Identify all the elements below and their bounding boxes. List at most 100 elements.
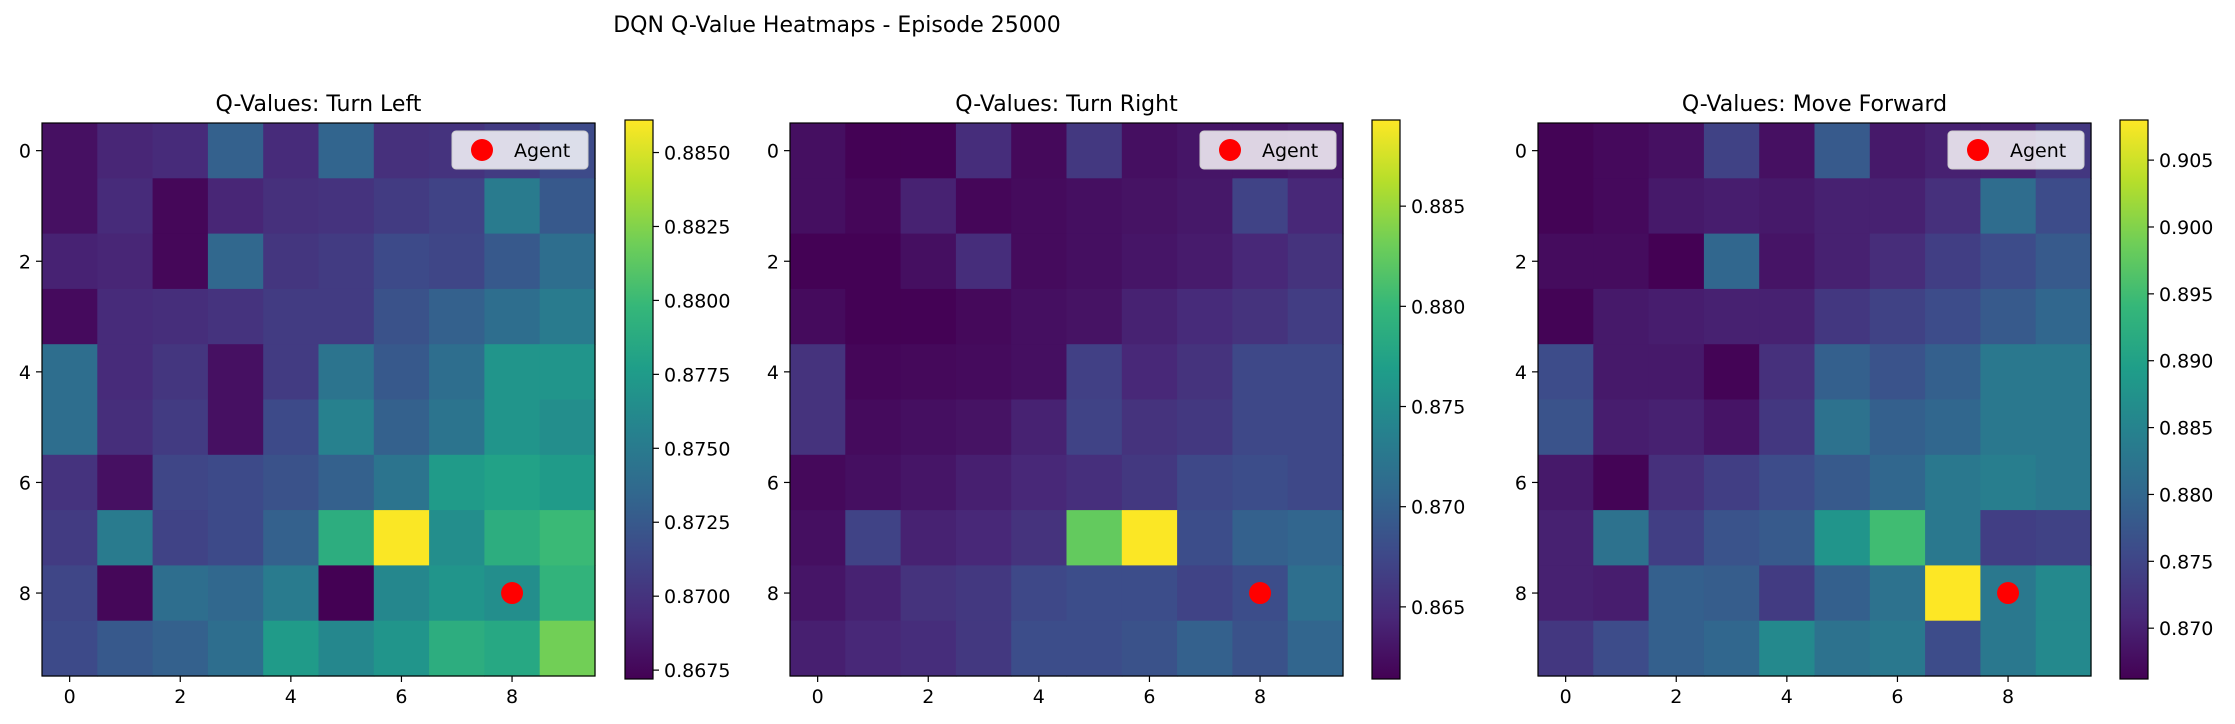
heatmap-cell (1287, 565, 1344, 622)
y-tick-label: 8 (767, 583, 779, 605)
heatmap-cell (1980, 344, 2037, 401)
heatmap-cell (1869, 454, 1926, 511)
heatmap-cell (263, 123, 320, 179)
heatmap-cell (1593, 178, 1650, 235)
heatmap-cell (955, 454, 1012, 511)
heatmap-cell (900, 178, 957, 235)
heatmap-cell (900, 123, 957, 179)
heatmap-cell (1177, 399, 1233, 456)
heatmap-cell (539, 510, 596, 566)
colorbar-tick-label: 0.8750 (664, 438, 730, 460)
panel-title: Q-Values: Turn Left (216, 92, 422, 117)
heatmap-cell (1121, 288, 1178, 345)
heatmap-cell (484, 620, 541, 677)
heatmap-cell (1593, 288, 1650, 345)
colorbar-tick-label: 0.865 (1411, 597, 1465, 619)
heatmap-cell (1925, 510, 1981, 566)
heatmap-cell (97, 510, 154, 566)
heatmap-cell (1232, 288, 1289, 345)
heatmap-cell (97, 178, 154, 235)
heatmap-cell (207, 510, 264, 566)
colorbar-tick-label: 0.8850 (664, 143, 730, 165)
heatmap-cell (1648, 454, 1705, 511)
heatmap-cell (539, 288, 596, 345)
heatmap-cell (152, 620, 209, 677)
x-tick-label: 6 (395, 686, 407, 708)
heatmap-cell (1814, 565, 1871, 622)
x-tick-label: 4 (1781, 686, 1793, 708)
heatmap-cell (900, 454, 957, 511)
heatmap-cell (263, 454, 320, 511)
heatmap-cell (1759, 620, 1816, 677)
heatmap-cell (1814, 344, 1871, 401)
heatmap-cell (373, 344, 430, 401)
heatmap-cell (373, 233, 430, 290)
heatmap-cell (1648, 344, 1705, 401)
heatmap-cell (1538, 510, 1594, 566)
heatmap-cell (484, 344, 541, 401)
heatmap-cell (845, 344, 902, 401)
heatmap-cell (1177, 288, 1233, 345)
heatmap-cell (152, 123, 209, 179)
y-tick-label: 4 (19, 362, 31, 384)
legend-label: Agent (2010, 140, 2066, 162)
heatmap-cell (373, 454, 430, 511)
heatmap-cell (1538, 178, 1594, 235)
heatmap-cell (2035, 454, 2092, 511)
colorbar-tick-label: 0.880 (2159, 484, 2213, 506)
heatmap-cell (1759, 510, 1816, 566)
heatmap-cell (955, 620, 1012, 677)
colorbar (1371, 119, 1401, 680)
heatmap-cell (1648, 510, 1705, 566)
heatmap-cell (1538, 620, 1594, 677)
heatmap-cell (97, 123, 154, 179)
heatmap-cell (429, 233, 485, 290)
colorbar-tick-label: 0.880 (1411, 296, 1465, 318)
heatmap-cell (1869, 288, 1926, 345)
heatmap-cell (263, 233, 320, 290)
heatmap-cell (1759, 565, 1816, 622)
agent-marker (501, 582, 524, 605)
y-tick-label: 4 (767, 362, 779, 384)
heatmap-cell (263, 565, 320, 622)
heatmap-cell (1648, 399, 1705, 456)
legend-marker (1967, 139, 1989, 161)
y-tick-label: 2 (767, 251, 779, 273)
heatmap-cell (484, 233, 541, 290)
heatmap-cell (207, 233, 264, 290)
heatmap-cell (1121, 454, 1178, 511)
heatmap-cell (790, 620, 846, 677)
heatmap-cell (1538, 123, 1594, 179)
heatmap-cell (1703, 178, 1760, 235)
heatmap-cell (1177, 510, 1233, 566)
heatmap-cell (1703, 344, 1760, 401)
colorbar-tick-label: 0.8700 (664, 586, 730, 608)
heatmap-cell (539, 454, 596, 511)
heatmap-cell (1177, 178, 1233, 235)
heatmap-cell (429, 399, 485, 456)
y-tick-label: 6 (767, 472, 779, 494)
heatmap-cell (1538, 344, 1594, 401)
heatmap-cell (1869, 565, 1926, 622)
heatmap-cell (1593, 620, 1650, 677)
heatmap-cell (1066, 233, 1123, 290)
heatmap-cell (207, 344, 264, 401)
heatmap-cell (1121, 344, 1178, 401)
x-tick-label: 2 (922, 686, 934, 708)
heatmap-cell (790, 510, 846, 566)
heatmap-cell (539, 399, 596, 456)
heatmap-cell (1925, 178, 1981, 235)
heatmap-cell (845, 565, 902, 622)
x-tick-label: 6 (1891, 686, 1903, 708)
heatmap-cell (1925, 399, 1981, 456)
heatmap-cell (900, 399, 957, 456)
heatmap-cell (318, 454, 375, 511)
heatmap-cell (2035, 288, 2092, 345)
heatmap-cell (1011, 565, 1068, 622)
heatmap-cell (97, 565, 154, 622)
heatmap-cell (152, 178, 209, 235)
y-tick-label: 2 (19, 251, 31, 273)
heatmap-cell (42, 288, 98, 345)
heatmap-cell (790, 399, 846, 456)
